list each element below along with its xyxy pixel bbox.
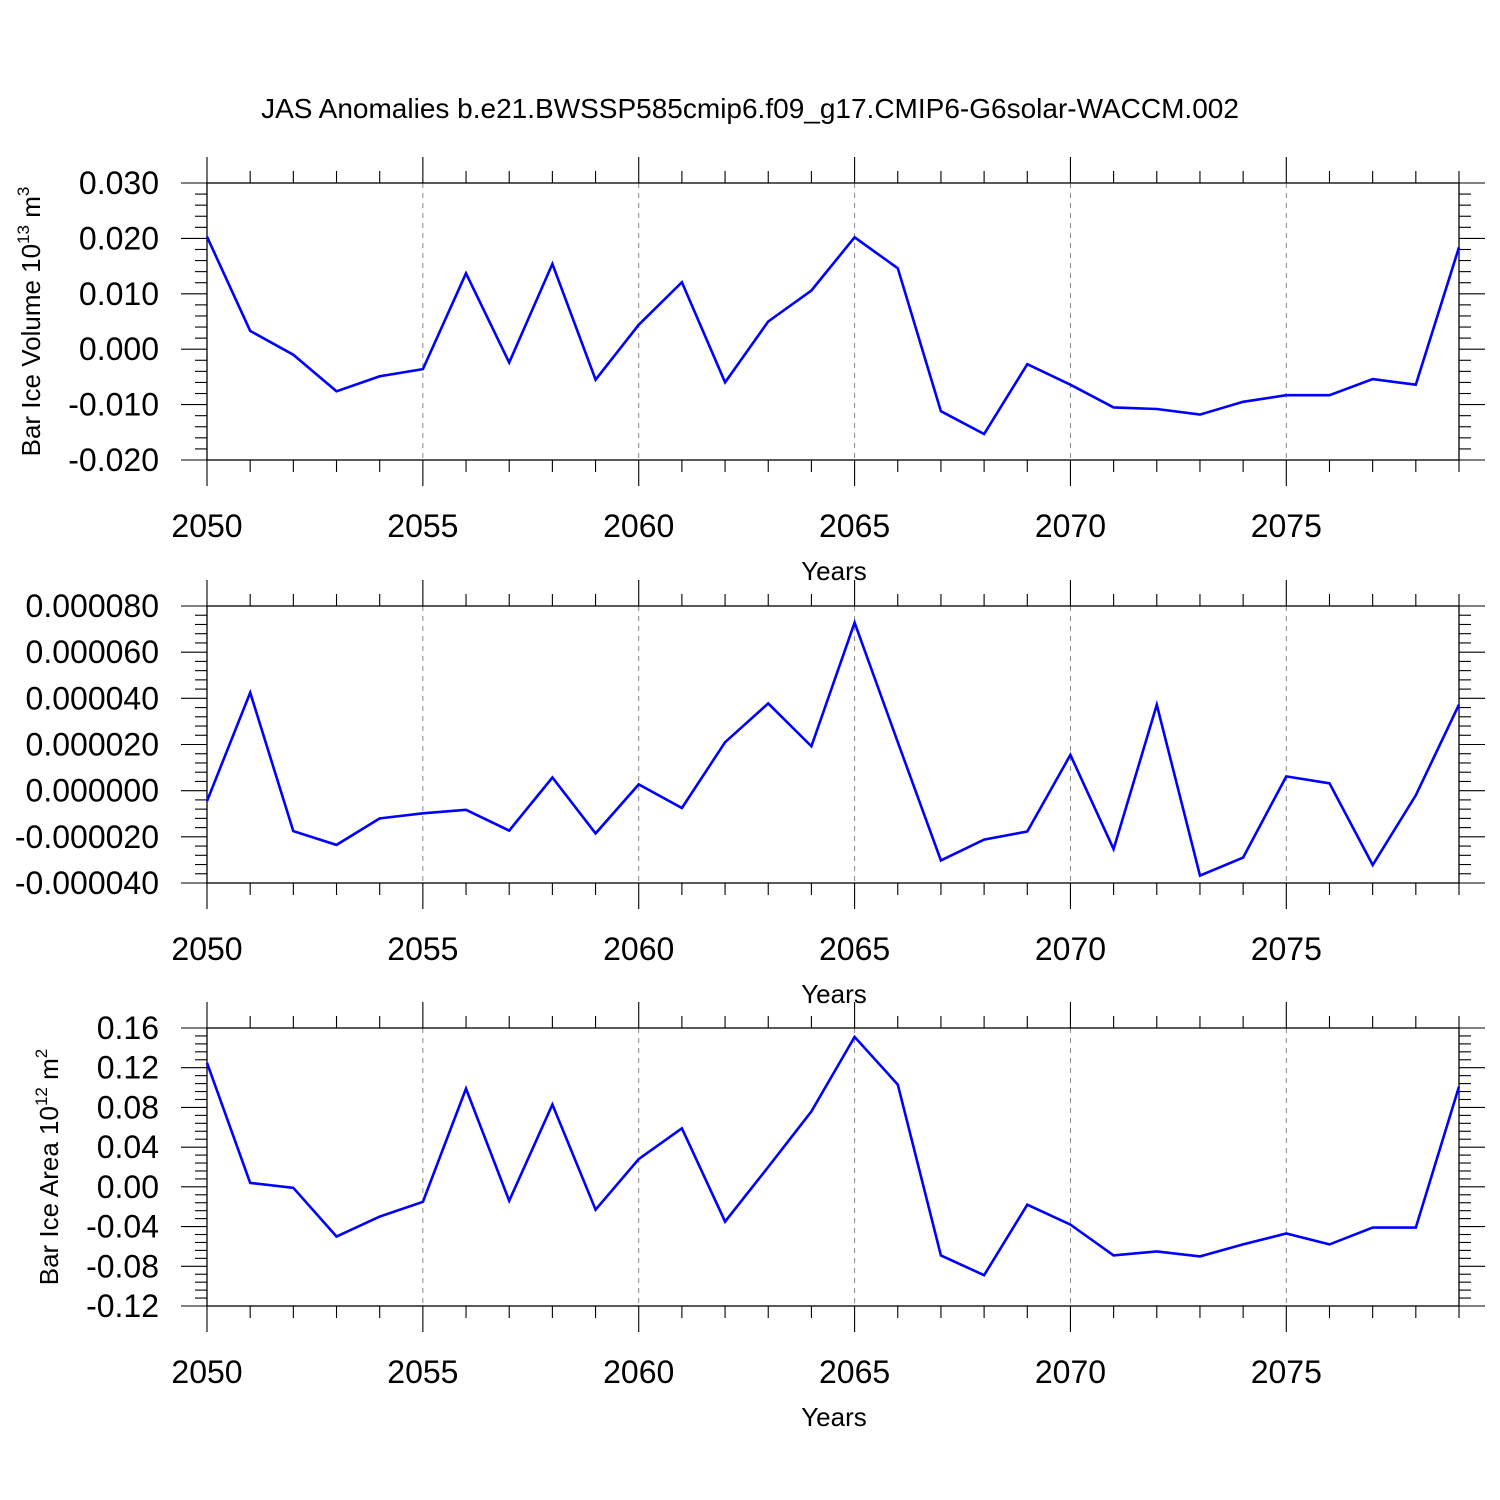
y-tick-label: 0.010 — [79, 276, 159, 312]
y-tick-label: -0.020 — [68, 442, 159, 478]
y-tick-label: 0.16 — [97, 1010, 159, 1046]
y-tick-label: 0.12 — [97, 1050, 159, 1086]
y-tick-label: -0.12 — [86, 1288, 159, 1324]
x-tick-label: 2065 — [819, 931, 890, 967]
y-tick-label: -0.000040 — [15, 865, 159, 901]
y-axis-title-main: Bar Ice Area 10 — [34, 1106, 64, 1285]
x-tick-label: 2075 — [1251, 931, 1322, 967]
x-tick-label: 2050 — [171, 1354, 242, 1390]
y-tick-label: -0.000020 — [15, 819, 159, 855]
x-tick-label: 2055 — [387, 1354, 458, 1390]
y-tick-label: -0.08 — [86, 1248, 159, 1284]
x-tick-label: 2070 — [1035, 931, 1106, 967]
plot-frame — [206, 182, 1460, 461]
x-tick-label: 2075 — [1251, 508, 1322, 544]
y-axis-title: Bar Ice Area 1012 m2 — [32, 1049, 64, 1286]
y-axis-title: Bar Ice Volume 1013 m3 — [14, 187, 46, 457]
panels-group: -0.020 -0.010 0.000 0.010 0.020 0.030 2050 2055… — [14, 157, 1485, 1432]
y-axis-title-unit-exponent: 2 — [32, 1049, 51, 1058]
plot-frame — [206, 605, 1460, 884]
x-tick-label: 2065 — [819, 1354, 890, 1390]
x-tick-label: 2060 — [603, 1354, 674, 1390]
y-tick-label: 0.08 — [97, 1089, 159, 1125]
series-line — [205, 618, 1461, 878]
series-line — [205, 1034, 1461, 1277]
chart-panel-3: -0.12 -0.08-0.04 0.00 0.04 0.080.12 0.16 2050 2… — [32, 1002, 1485, 1432]
y-tick-label: 0.04 — [97, 1129, 159, 1165]
x-tick-label: 2070 — [1035, 508, 1106, 544]
y-tick-label: 0.000000 — [26, 773, 159, 809]
figure-title: JAS Anomalies b.e21.BWSSP585cmip6.f09_g1… — [261, 93, 1239, 124]
y-axis-title-main: Bar Ice Volume 10 — [16, 244, 46, 456]
y-axis-title-exponent: 13 — [14, 225, 33, 244]
x-axis-title: Years — [801, 1402, 867, 1432]
x-axis-title: Years — [801, 979, 867, 1009]
plot-frame — [206, 1027, 1460, 1307]
y-axis-title-unit-exponent: 3 — [14, 187, 33, 196]
y-tick-label: 0.000080 — [26, 588, 159, 624]
x-tick-label: 2050 — [171, 931, 242, 967]
x-tick-label: 2050 — [171, 508, 242, 544]
y-tick-label: 0.000020 — [26, 727, 159, 763]
y-tick-label: 0.020 — [79, 220, 159, 256]
y-axis-title-unit: m — [34, 1058, 64, 1087]
x-axis-title: Years — [801, 556, 867, 586]
x-tick-label: 2070 — [1035, 1354, 1106, 1390]
series-line — [205, 235, 1461, 436]
y-tick-label: 0.000040 — [26, 680, 159, 716]
y-tick-label: -0.010 — [68, 387, 159, 423]
x-tick-label: 2065 — [819, 508, 890, 544]
x-tick-label: 2075 — [1251, 1354, 1322, 1390]
chart-panel-2: -0.000040 -0.000020 0.000000 0.000020 0.0000… — [15, 580, 1485, 1009]
chart-panel-1: -0.020 -0.010 0.000 0.010 0.020 0.030 2050 2055… — [14, 157, 1485, 586]
y-tick-label: 0.00 — [97, 1169, 159, 1205]
y-tick-label: 0.000060 — [26, 634, 159, 670]
x-tick-label: 2060 — [603, 931, 674, 967]
x-tick-label: 2060 — [603, 508, 674, 544]
y-tick-label: 0.030 — [79, 165, 159, 201]
y-tick-label: 0.000 — [79, 331, 159, 367]
y-axis-title-exponent: 12 — [32, 1087, 51, 1106]
y-axis-title-unit: m — [16, 196, 46, 225]
x-tick-label: 2055 — [387, 508, 458, 544]
x-tick-label: 2055 — [387, 931, 458, 967]
y-tick-label: -0.04 — [86, 1209, 159, 1245]
